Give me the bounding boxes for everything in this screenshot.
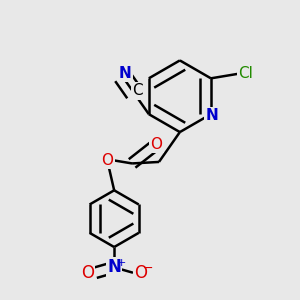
Text: O: O — [81, 264, 94, 282]
Text: O: O — [134, 264, 148, 282]
Text: +: + — [117, 258, 126, 268]
Text: N: N — [206, 108, 218, 123]
Text: −: − — [142, 262, 153, 275]
Text: N: N — [119, 66, 132, 81]
Text: Cl: Cl — [238, 66, 253, 81]
Text: O: O — [151, 137, 163, 152]
Text: N: N — [107, 258, 121, 276]
Text: O: O — [101, 153, 113, 168]
Text: C: C — [133, 83, 143, 98]
